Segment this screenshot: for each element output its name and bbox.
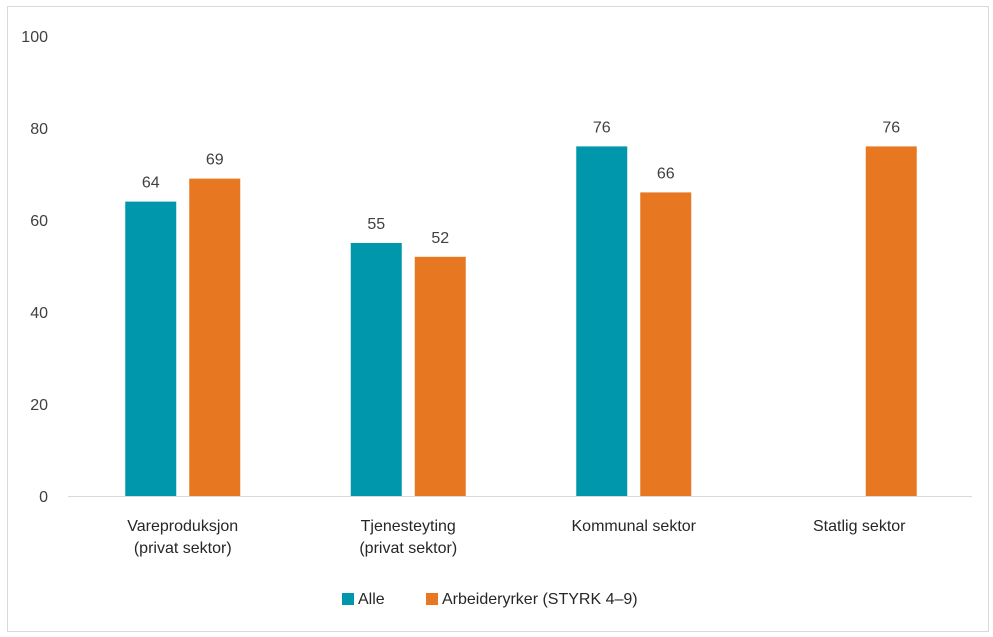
bar-alle-2	[576, 146, 628, 496]
bar-arbeideryrker-2	[640, 192, 692, 496]
y-tick-label: 100	[21, 29, 48, 46]
category-label: (privat sektor)	[359, 540, 457, 557]
legend-swatch-1	[426, 593, 438, 605]
data-label: 66	[657, 165, 675, 182]
legend-label: Arbeideryrker (STYRK 4–9)	[442, 591, 638, 608]
category-label: Tjenesteyting	[361, 518, 456, 535]
bar-arbeideryrker-3	[865, 146, 917, 496]
y-tick-label: 0	[39, 489, 48, 506]
bar-alle-0	[125, 201, 177, 496]
data-label: 76	[593, 119, 611, 136]
y-tick-label: 20	[30, 397, 48, 414]
category-label: Statlig sektor	[813, 518, 906, 535]
data-label: 64	[142, 175, 160, 192]
bar-arbeideryrker-0	[189, 178, 241, 496]
data-label: 69	[206, 152, 224, 169]
data-label: 55	[367, 216, 385, 233]
category-label: (privat sektor)	[134, 540, 232, 557]
y-tick-label: 40	[30, 305, 48, 322]
category-label: Vareproduksjon	[127, 518, 238, 535]
bar-alle-1	[350, 243, 402, 496]
bar-arbeideryrker-1	[414, 256, 466, 496]
data-label: 52	[431, 230, 449, 247]
y-tick-label: 80	[30, 121, 48, 138]
data-label: 76	[882, 119, 900, 136]
category-label: Kommunal sektor	[572, 518, 697, 535]
y-tick-label: 60	[30, 213, 48, 230]
legend-swatch-0	[342, 593, 354, 605]
legend-label: Alle	[358, 591, 385, 608]
